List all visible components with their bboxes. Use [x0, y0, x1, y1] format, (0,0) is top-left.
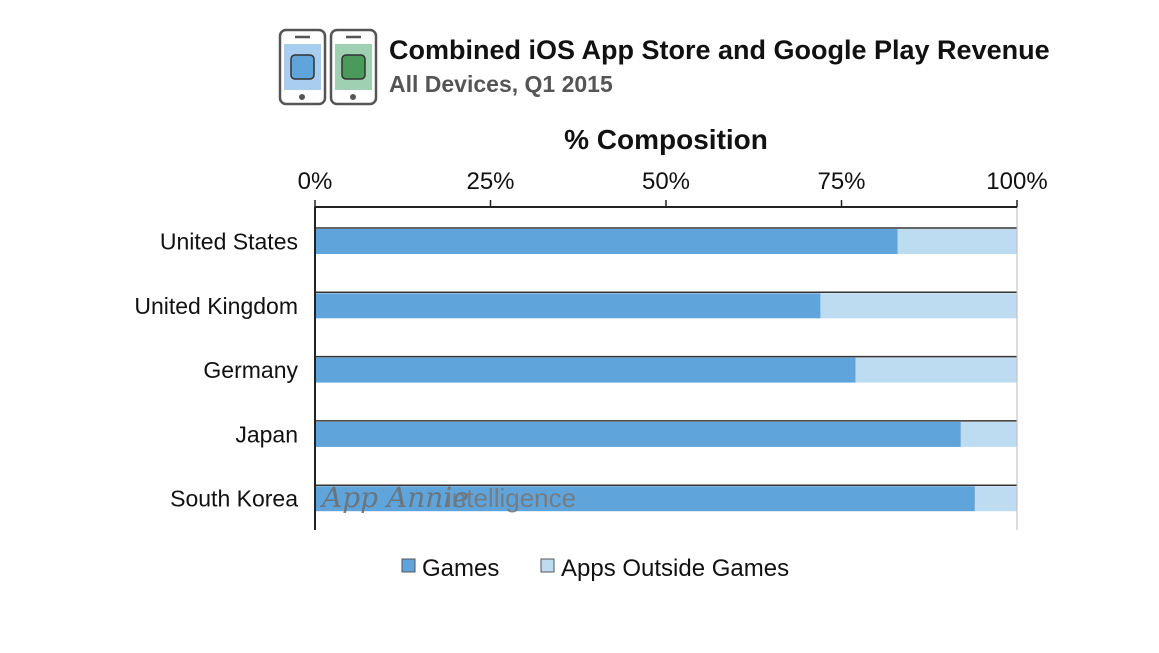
- legend-swatch-games: [401, 558, 416, 573]
- app-annie-watermark: App Annie intelligence: [319, 481, 576, 514]
- x-tick-label: 0%: [298, 168, 333, 195]
- watermark-suffix: intelligence: [446, 483, 576, 513]
- bar-apps-outside-games: [820, 293, 1017, 319]
- legend: Games Apps Outside Games: [401, 555, 789, 582]
- x-axis-title: % Composition: [564, 124, 768, 155]
- x-tick-label: 100%: [986, 168, 1047, 195]
- category-label: United Kingdom: [134, 293, 298, 319]
- chart-title: Combined iOS App Store and Google Play R…: [389, 35, 1050, 65]
- bar-games: [315, 357, 856, 383]
- bar-apps-outside-games: [897, 229, 1017, 254]
- bars-group: [315, 207, 1018, 530]
- bar-apps-outside-games: [974, 486, 1017, 512]
- legend-label-games: Games: [422, 555, 499, 582]
- x-tick-label: 25%: [466, 168, 514, 195]
- watermark-brand: App Annie: [319, 481, 469, 514]
- bar-games: [315, 486, 975, 512]
- android-phone-icon: [329, 28, 378, 106]
- bar-apps-outside-games: [960, 421, 1017, 447]
- bar-games: [315, 293, 821, 319]
- bar-apps-outside-games: [855, 357, 1017, 383]
- x-axis-ticks: 0% 25% 50% 75% 100%: [298, 168, 1048, 207]
- category-label: United States: [160, 229, 298, 255]
- x-tick-label: 50%: [642, 168, 690, 195]
- ios-phone-icon: [278, 28, 327, 106]
- bar-games: [315, 421, 961, 447]
- category-label: Japan: [235, 421, 298, 447]
- bar-games: [315, 229, 898, 254]
- legend-swatch-apps-outside-games: [540, 558, 555, 573]
- chart-subtitle: All Devices, Q1 2015: [389, 71, 613, 97]
- category-labels: United States United Kingdom Germany Japan S…: [134, 229, 298, 512]
- x-tick-label: 75%: [817, 168, 865, 195]
- category-label: South Korea: [170, 486, 298, 512]
- category-label: Germany: [203, 357, 298, 383]
- legend-label-apps-outside-games: Apps Outside Games: [561, 555, 789, 582]
